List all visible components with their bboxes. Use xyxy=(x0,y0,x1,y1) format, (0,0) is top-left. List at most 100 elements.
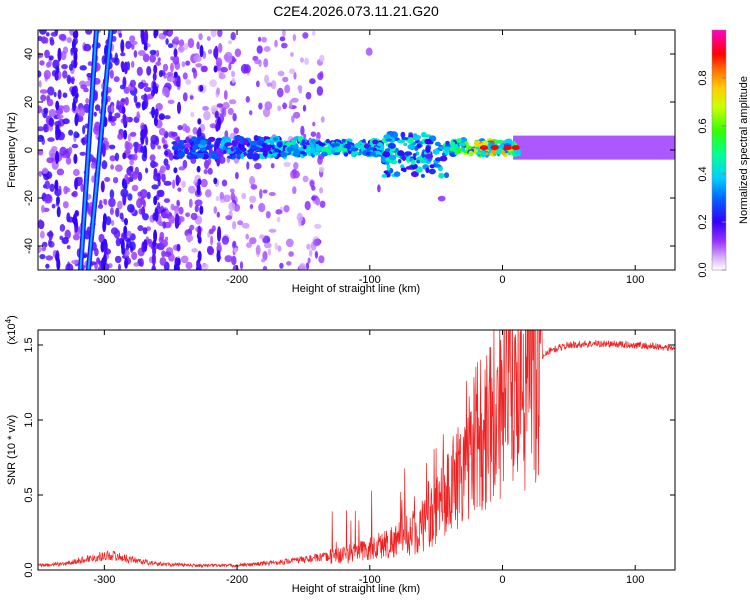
spectral-blob xyxy=(200,65,208,73)
ridge-blob xyxy=(334,148,339,153)
spectral-blob xyxy=(319,187,324,194)
spectral-blob xyxy=(206,36,211,41)
spectral-blob xyxy=(62,70,68,79)
spectral-blob xyxy=(207,167,213,175)
ridge-blob xyxy=(458,142,467,147)
spectral-blob xyxy=(149,54,157,63)
spectral-blob xyxy=(56,168,65,176)
spectral-blob xyxy=(131,251,138,261)
spectral-blob xyxy=(109,69,114,79)
spectral-blob xyxy=(38,126,44,132)
spectral-streak-blob xyxy=(73,50,78,63)
ridge-blob xyxy=(231,140,238,147)
spectral-blob xyxy=(297,85,303,91)
spectral-streak-blob xyxy=(151,106,156,119)
snr-y-tick-label: 0.0 xyxy=(23,562,35,577)
spectral-blob xyxy=(146,191,151,200)
spectral-blob xyxy=(207,158,212,166)
spectral-blob xyxy=(232,240,237,248)
spectral-blob xyxy=(218,155,226,164)
ridge-blob xyxy=(415,166,423,173)
spectral-streak-blob xyxy=(217,226,222,239)
spectral-streak-blob xyxy=(55,100,60,111)
spectral-streak-blob xyxy=(123,225,128,236)
spectral-blob xyxy=(48,109,57,117)
spectral-blob xyxy=(91,175,95,183)
spectral-blob xyxy=(317,72,324,81)
spectral-blob xyxy=(115,164,123,172)
spectral-blob xyxy=(203,110,211,121)
spectral-blob xyxy=(191,67,196,73)
spectral-streak-blob xyxy=(152,81,157,94)
spectral-streak-blob xyxy=(57,89,62,100)
spectral-streak-blob xyxy=(56,196,60,205)
spectral-blob xyxy=(172,55,180,65)
spectral-blob xyxy=(113,76,120,83)
spectral-blob xyxy=(188,198,193,208)
ridge-blob xyxy=(343,152,349,157)
spectral-blob xyxy=(38,149,44,156)
spectral-streak-blob xyxy=(173,71,178,78)
spectral-blob xyxy=(224,130,229,139)
ridge-blob xyxy=(183,143,192,149)
ridge-blob xyxy=(403,142,408,147)
spectral-blob xyxy=(221,179,228,187)
spectral-streak-blob xyxy=(154,108,159,118)
spectral-blob xyxy=(137,50,146,56)
spectral-blob xyxy=(60,50,67,61)
spectral-blob xyxy=(209,79,217,88)
spectral-blob xyxy=(98,233,105,243)
colorbar-gradient xyxy=(712,30,726,270)
spectral-blob xyxy=(161,137,165,144)
spectral-blob xyxy=(70,47,74,56)
spectral-blob xyxy=(48,238,52,247)
snr-panel: -300 -200 -100 0 100 0.0 0.5 1.0 1.5 Height of … xyxy=(4,315,676,595)
spectral-blob xyxy=(161,239,168,248)
spectral-blob xyxy=(113,229,121,239)
spectral-blob xyxy=(228,202,236,211)
spectral-blob xyxy=(258,36,262,42)
spectral-blob xyxy=(127,203,135,213)
spectral-blob xyxy=(228,40,232,45)
spectral-blob xyxy=(208,228,214,235)
ridge-blob xyxy=(421,133,426,137)
spectral-blob xyxy=(194,199,203,206)
spectral-blob xyxy=(59,224,66,232)
spectral-blob xyxy=(53,91,57,98)
spectral-blob xyxy=(45,263,50,269)
ridge-blob xyxy=(384,148,391,152)
ridge-blob xyxy=(196,152,205,159)
spectral-blob xyxy=(134,144,138,154)
ridge-blob xyxy=(411,159,416,165)
spectral-blob xyxy=(213,206,218,214)
spectral-blob xyxy=(101,160,108,170)
spectral-blob xyxy=(254,59,261,65)
ridge-blob xyxy=(190,153,195,158)
spectral-blob xyxy=(110,164,114,170)
ridge-blob xyxy=(411,171,419,178)
spectral-blob xyxy=(220,66,228,73)
spectral-blob xyxy=(157,145,162,150)
spectral-blob xyxy=(38,80,42,88)
spectral-streak-blob xyxy=(199,44,204,58)
spectral-blob xyxy=(85,30,93,35)
spectral-blob xyxy=(137,225,144,232)
ridge-blob xyxy=(432,163,442,168)
spectral-streak-blob xyxy=(54,30,59,36)
spectral-blob xyxy=(194,204,199,213)
ridge-blob xyxy=(438,172,445,179)
spectral-blob xyxy=(293,162,299,170)
spectral-streak-blob xyxy=(101,143,106,158)
spectral-blob xyxy=(290,52,294,57)
snr-background xyxy=(38,330,675,570)
spectral-blob xyxy=(166,77,175,82)
spectral-blob xyxy=(118,32,123,38)
ridge-blob xyxy=(435,157,442,162)
spectral-blob xyxy=(87,61,93,66)
spectral-blob xyxy=(170,62,174,73)
spectral-blob xyxy=(72,190,78,198)
ridge-blob xyxy=(208,148,213,155)
spectral-blob xyxy=(221,235,229,245)
ridge-blob xyxy=(246,152,254,160)
